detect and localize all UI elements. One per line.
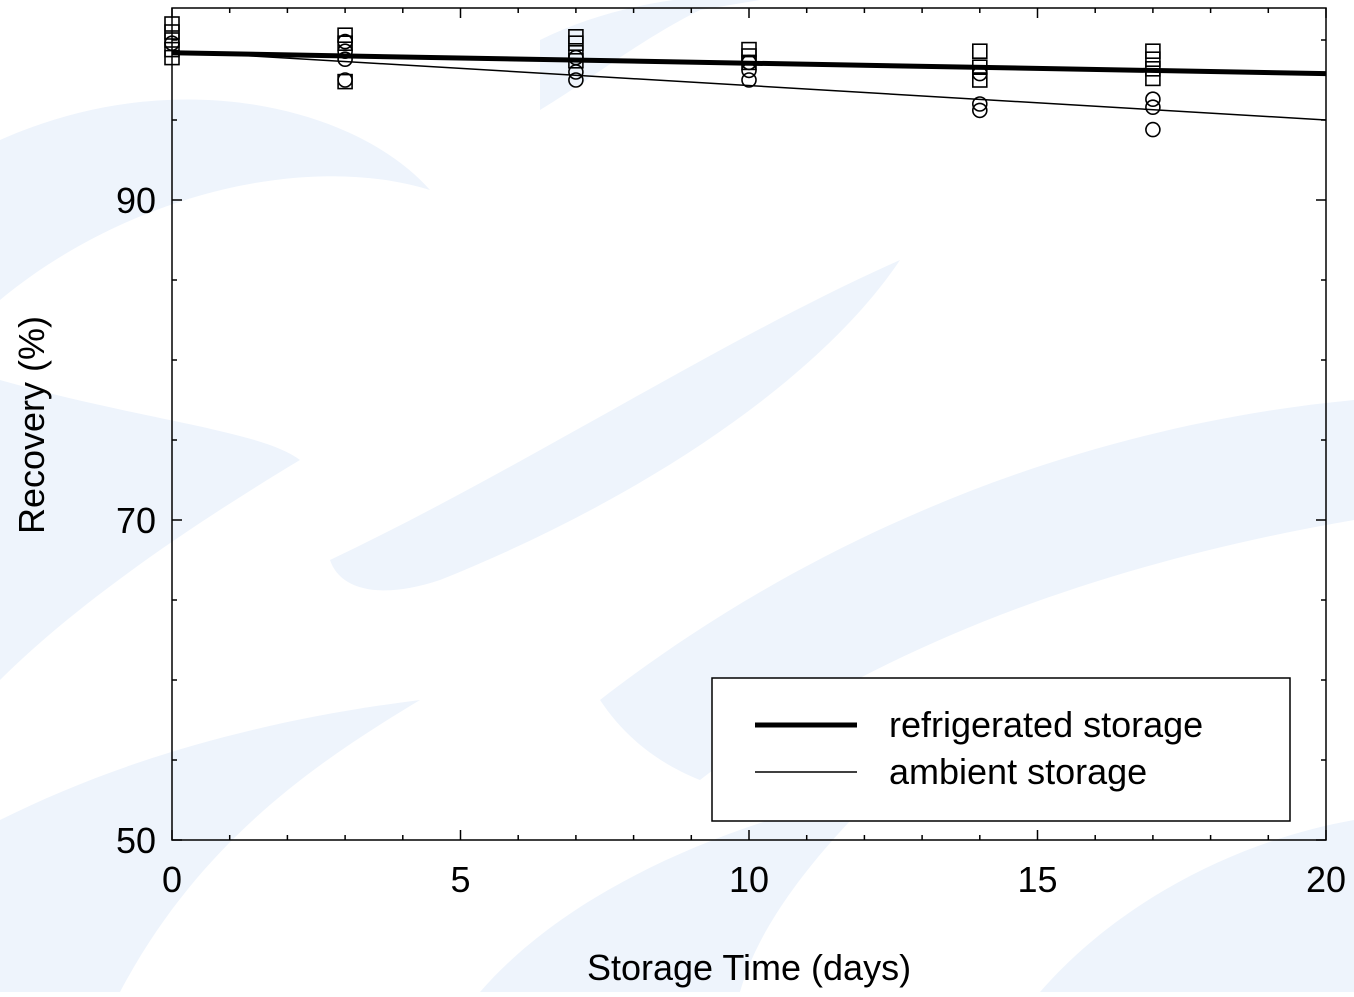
x-tick-label: 10: [729, 859, 769, 900]
data-point-circle: [568, 64, 584, 80]
data-point-circle: [971, 102, 988, 119]
data-point-circle: [1145, 91, 1161, 107]
x-tick-label: 5: [450, 859, 470, 900]
data-marks: [164, 16, 1161, 138]
data-point-circle: [971, 96, 988, 112]
refrigerated-fit-line: [171, 50, 1327, 77]
data-point-square: [971, 72, 988, 88]
y-tick-label: 90: [116, 180, 156, 221]
legend-label-refrigerated: refrigerated storage: [889, 704, 1203, 745]
ambient-fit-line: [171, 50, 1327, 121]
data-point-square: [1145, 70, 1161, 87]
data-point-circle: [568, 72, 584, 88]
y-tick-label: 50: [116, 820, 156, 861]
plot-axes: 0 5 10 15 20 50 70 90: [116, 7, 1346, 900]
x-tick-label: 15: [1017, 859, 1057, 900]
data-point-circle: [337, 72, 353, 88]
data-point-square: [1145, 51, 1161, 68]
data-point-square: [164, 16, 180, 32]
y-axis-label: Recovery (%): [11, 316, 52, 534]
data-point-circle: [164, 35, 180, 52]
data-point-circle: [337, 33, 353, 50]
x-tick-label: 0: [162, 859, 182, 900]
data-point-square: [164, 41, 180, 58]
y-tick-label: 70: [116, 500, 156, 541]
data-point-square: [337, 27, 353, 44]
legend: refrigerated storage ambient storage: [711, 677, 1291, 822]
data-point-circle: [337, 51, 353, 68]
legend-box: [711, 677, 1291, 822]
x-axis-label: Storage Time (days): [587, 947, 911, 988]
data-point-circle: [741, 72, 757, 88]
data-point-square: [971, 43, 988, 60]
data-point-circle: [1145, 121, 1161, 138]
data-point-square: [1145, 43, 1161, 60]
x-tick-label: 20: [1306, 859, 1346, 900]
fit-lines: [171, 50, 1327, 121]
legend-label-ambient: ambient storage: [889, 751, 1147, 792]
data-point-square: [164, 24, 180, 40]
data-point-circle: [1145, 99, 1161, 115]
